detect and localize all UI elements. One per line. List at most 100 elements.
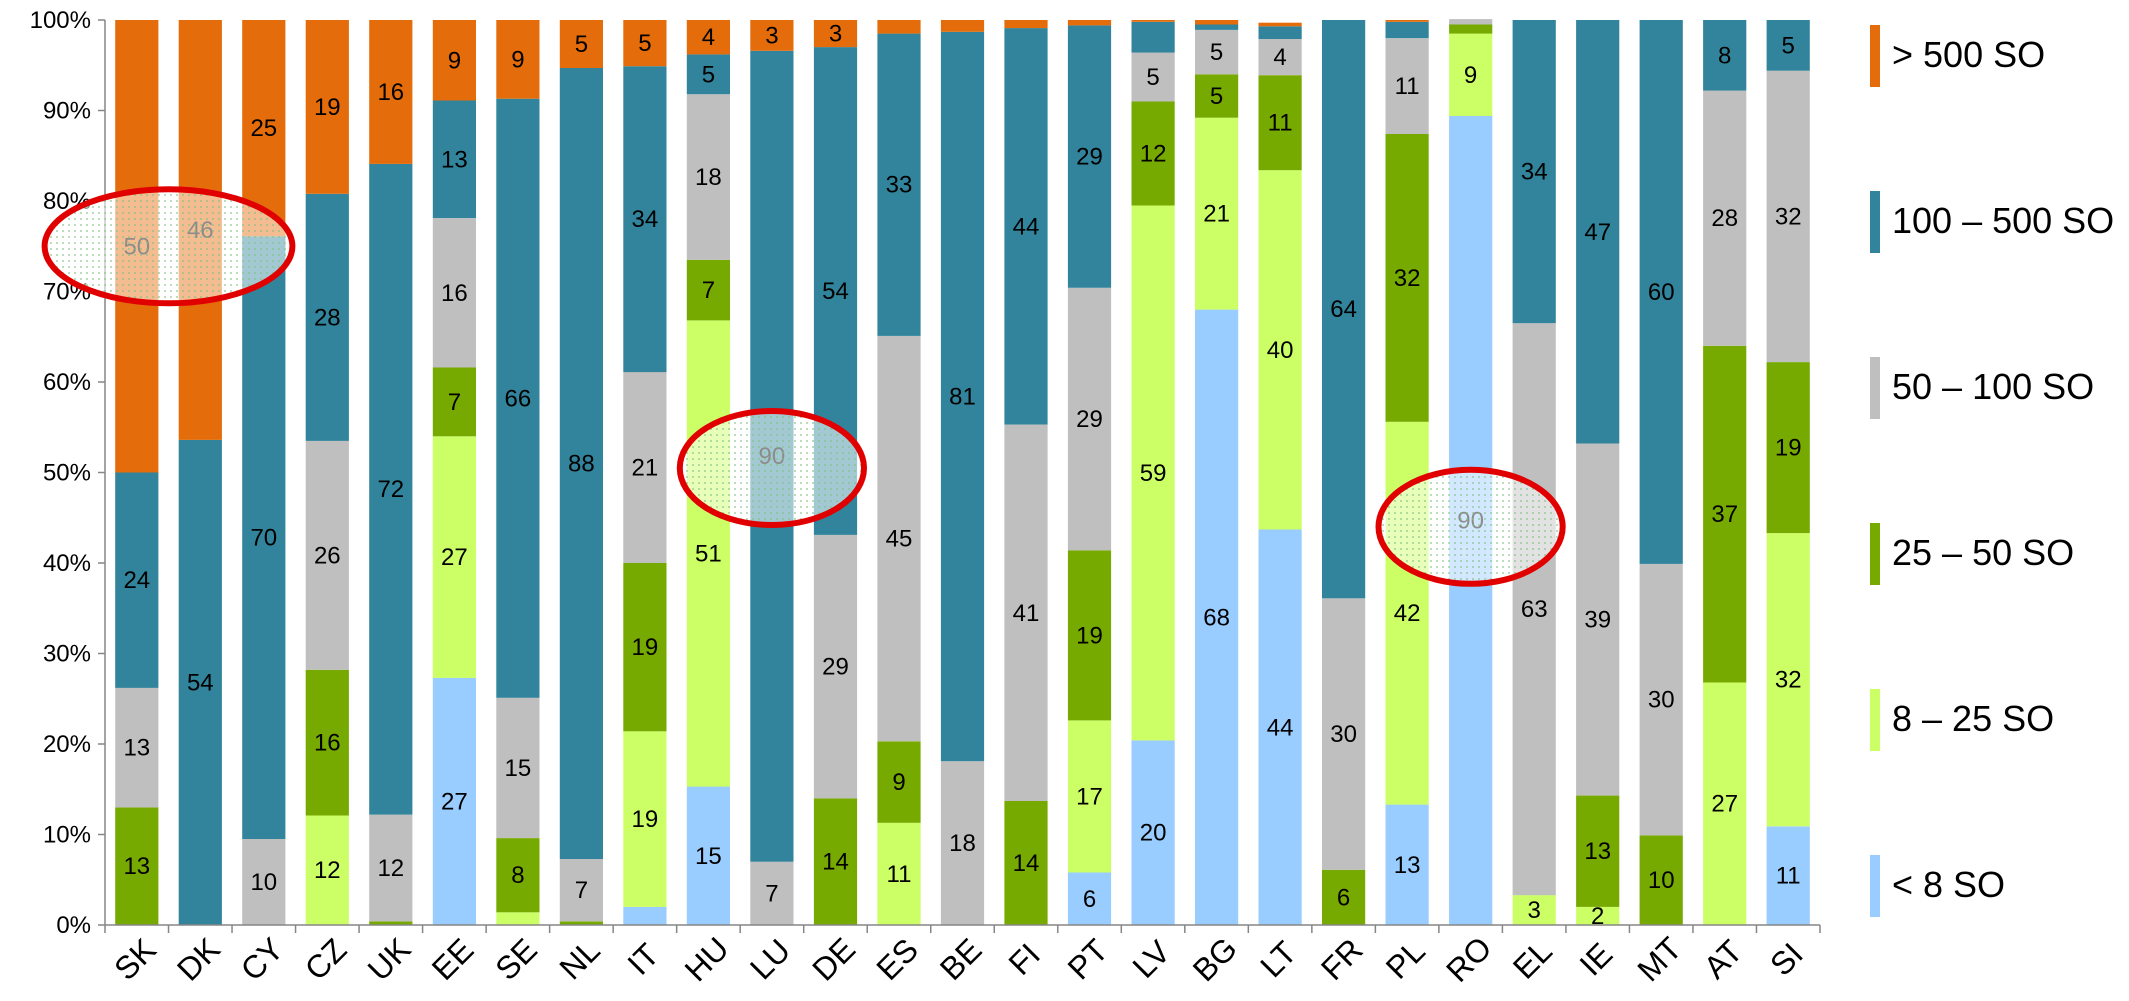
bar-segment-IT-3	[623, 372, 667, 563]
bar-segment-PT-3	[1067, 287, 1112, 551]
bar-segment-HU-5	[686, 20, 730, 55]
y-tick-label: 60%	[43, 369, 91, 396]
bar-segment-MT-4	[1639, 20, 1683, 564]
data-label-BG-1: 21	[1203, 201, 1230, 228]
data-label-FR-3: 30	[1330, 721, 1357, 748]
data-label-LT-1: 40	[1267, 337, 1294, 364]
data-label-HU-2: 7	[702, 277, 715, 304]
data-label-EL-4: 34	[1521, 159, 1548, 186]
bar-segment-PT-5	[1067, 20, 1112, 26]
data-label-BG-3: 5	[1210, 39, 1223, 66]
data-label-ES-4: 33	[886, 172, 913, 199]
data-label-LT-2: 11	[1268, 110, 1293, 137]
bar-segment-AT-2	[1703, 345, 1747, 683]
data-label-SI-0: 11	[1776, 863, 1801, 890]
data-label-DE-4: 54	[822, 278, 849, 305]
data-label-IT-5: 5	[638, 30, 651, 57]
legend-label: 8 – 25 SO	[1892, 698, 2054, 739]
y-tick-label: 90%	[43, 98, 91, 125]
data-label-PT-1: 17	[1076, 784, 1103, 811]
data-label-IE-3: 39	[1584, 607, 1611, 634]
x-tick-label-LT: LT	[1253, 934, 1303, 984]
bar-segment-LT-4	[1258, 26, 1302, 39]
bar-segment-RO-1	[1449, 33, 1493, 116]
bar-segment-SK-4	[115, 472, 159, 688]
x-tick-label-NL: NL	[552, 932, 606, 986]
data-label-PT-3: 29	[1076, 406, 1103, 433]
data-label-AT-4: 8	[1718, 42, 1731, 69]
bar-segment-DE-2	[813, 798, 858, 925]
legend-label: 100 – 500 SO	[1892, 200, 2114, 241]
bar-segment-PL-0	[1385, 804, 1429, 925]
y-tick-label: 0%	[56, 912, 91, 939]
data-label-PL-1: 42	[1394, 600, 1421, 627]
data-label-LV-0: 20	[1140, 820, 1167, 847]
data-label-EE-3: 16	[441, 280, 468, 307]
data-label-AT-2: 37	[1711, 501, 1738, 528]
bar-segment-LT-1	[1258, 170, 1302, 530]
bar-segment-RO-3	[1449, 19, 1493, 25]
x-tick-label-CZ: CZ	[298, 931, 354, 987]
bar-segment-FI-5	[1004, 20, 1048, 29]
bar-segment-PL-2	[1385, 134, 1429, 422]
bar-segment-AT-4	[1703, 20, 1747, 91]
x-tick-label-FR: FR	[1314, 931, 1370, 987]
data-label-LT-3: 4	[1273, 44, 1286, 71]
x-tick-label-EE: EE	[425, 931, 481, 987]
data-label-NL-3: 7	[575, 877, 588, 904]
data-label-IT-1: 19	[632, 806, 659, 833]
bar-segment-SI-0	[1766, 826, 1810, 925]
x-tick-label-IT: IT	[620, 936, 666, 982]
data-label-CZ-3: 26	[314, 542, 341, 569]
bar-segment-LV-0	[1131, 740, 1175, 925]
data-label-SI-2: 19	[1775, 435, 1802, 462]
data-label-SK-3: 13	[123, 735, 150, 762]
bar-segment-LV-5	[1131, 20, 1175, 22]
data-label-PL-3: 11	[1395, 73, 1420, 100]
bar-segment-EE-0	[432, 677, 476, 925]
bar-segment-SE-1	[496, 912, 540, 925]
data-label-UK-4: 72	[377, 476, 404, 503]
x-tick-label-AT: AT	[1697, 933, 1750, 986]
bar-segment-SE-5	[496, 20, 540, 99]
data-label-ES-1: 11	[887, 861, 912, 888]
bar-segment-LV-4	[1131, 21, 1175, 53]
bar-segment-IE-3	[1576, 443, 1620, 796]
data-label-IT-2: 19	[632, 634, 659, 661]
data-label-MT-4: 60	[1648, 279, 1675, 306]
x-tick-label-LV: LV	[1126, 933, 1178, 985]
bar-segment-IT-0	[623, 906, 667, 925]
bar-segment-DE-3	[813, 534, 858, 799]
data-label-IT-3: 21	[632, 455, 659, 482]
bar-segment-DK-4	[178, 439, 222, 925]
data-label-IE-4: 47	[1584, 219, 1611, 246]
legend-swatch	[1870, 689, 1880, 751]
data-label-BG-0: 68	[1203, 604, 1230, 631]
bar-segment-FI-4	[1004, 28, 1048, 425]
legend-swatch	[1870, 855, 1880, 917]
legend-label: 50 – 100 SO	[1892, 366, 2094, 407]
data-label-HU-3: 18	[695, 164, 722, 191]
bar-segment-SK-2	[115, 807, 159, 925]
bar-segment-FR-2	[1322, 869, 1366, 925]
bar-segment-BG-2	[1195, 74, 1239, 118]
bar-segment-FI-2	[1004, 801, 1048, 925]
bar-segment-PT-2	[1067, 550, 1112, 721]
data-label-CY-4: 70	[250, 525, 277, 552]
bar-segment-BG-3	[1195, 30, 1239, 75]
data-label-SK-4: 24	[123, 567, 150, 594]
bar-segment-EL-1	[1512, 895, 1556, 925]
bar-segment-LV-3	[1131, 52, 1175, 102]
bar-segment-SI-2	[1766, 362, 1810, 534]
bar-segment-BG-5	[1195, 20, 1239, 25]
data-label-LV-2: 12	[1140, 141, 1167, 168]
data-label-CY-5: 25	[250, 115, 277, 142]
data-label-LV-3: 5	[1146, 64, 1159, 91]
x-tick-label-MT: MT	[1630, 930, 1688, 988]
data-label-HU-1: 51	[695, 541, 722, 568]
bar-segment-UK-5	[369, 20, 413, 164]
bar-segment-ES-5	[877, 20, 921, 34]
data-label-ES-2: 9	[892, 769, 905, 796]
bar-segment-IE-4	[1576, 20, 1620, 444]
data-label-CZ-5: 19	[314, 94, 341, 121]
